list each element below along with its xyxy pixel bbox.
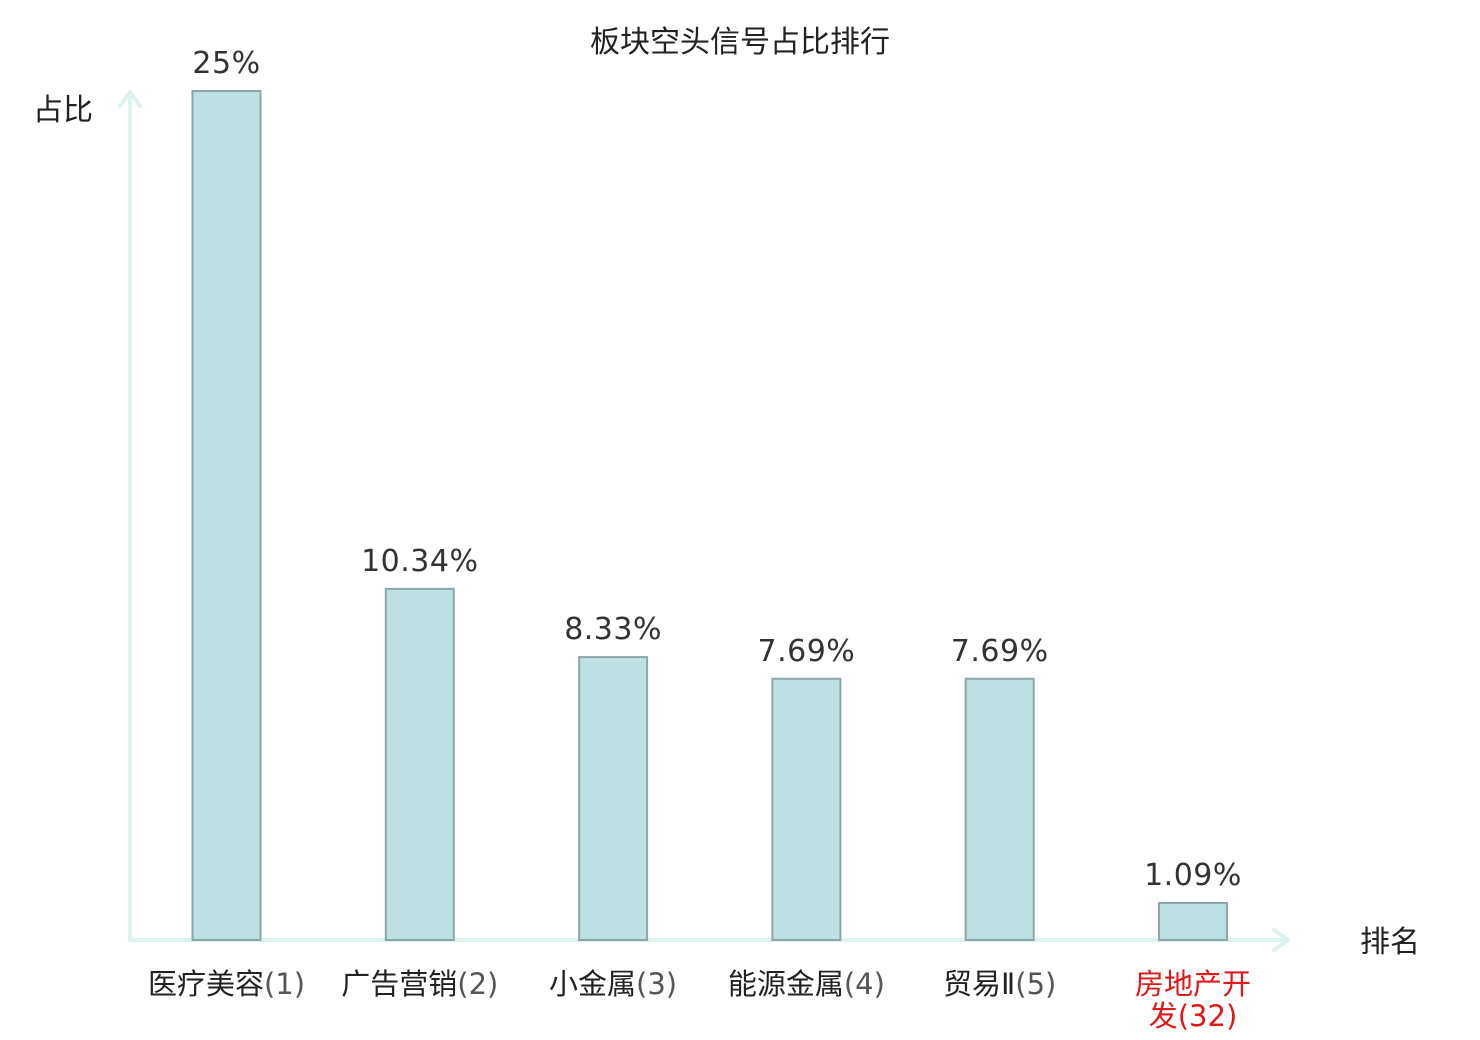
x-axis-label: 排名 (1360, 925, 1420, 960)
svg-text:广告营销(2): 广告营销(2) (341, 967, 498, 1001)
category-label-3: 小金属(3) (549, 967, 677, 1001)
value-label-4: 7.69% (757, 634, 855, 669)
category-label-2: 广告营销(2) (341, 967, 498, 1001)
svg-text:贸易Ⅱ(5): 贸易Ⅱ(5) (943, 967, 1056, 1001)
value-labels-group: 25% 10.34% 8.33% 7.69% 7.69% 1.09% (192, 46, 1242, 893)
value-label-2: 10.34% (361, 544, 478, 579)
svg-text:发(32): 发(32) (1149, 999, 1238, 1033)
value-label-6: 1.09% (1144, 858, 1242, 893)
svg-text:医疗美容(1): 医疗美容(1) (148, 967, 305, 1001)
svg-text:房地产开: 房地产开 (1135, 967, 1251, 1001)
bars-group (191, 90, 1228, 942)
category-label-5: 贸易Ⅱ(5) (943, 967, 1056, 1001)
svg-text:小金属(3): 小金属(3) (549, 967, 677, 1001)
bar-2 (384, 587, 455, 942)
x-axis-arrow (1272, 928, 1290, 952)
bar-4 (771, 677, 842, 941)
y-axis-arrow (118, 90, 142, 108)
category-label-4: 能源金属(4) (728, 967, 885, 1001)
svg-text:能源金属(4): 能源金属(4) (728, 967, 885, 1001)
bar-6 (1158, 902, 1228, 941)
value-label-3: 8.33% (564, 612, 662, 647)
bar-3 (578, 656, 649, 941)
value-label-1: 25% (192, 46, 260, 81)
y-axis-label: 占比 (33, 93, 93, 128)
bar-5 (964, 677, 1035, 941)
category-labels-group: 医疗美容(1) 广告营销(2) 小金属(3) 能源金属(4) 贸易Ⅱ(5) 房地产开发(3… (148, 967, 1251, 1033)
chart-title: 板块空头信号占比排行 (590, 25, 890, 60)
bar-1 (191, 90, 262, 941)
value-label-5: 7.69% (951, 634, 1049, 669)
category-label-1: 医疗美容(1) (148, 967, 305, 1001)
